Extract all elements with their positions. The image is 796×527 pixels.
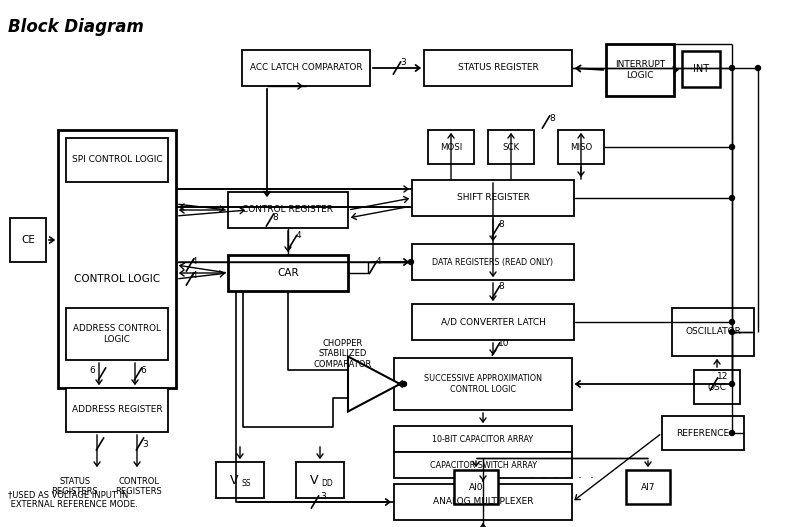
Bar: [394, 452, 572, 478]
Bar: [412, 180, 574, 216]
Text: DATA REGISTERS (READ ONLY): DATA REGISTERS (READ ONLY): [432, 258, 553, 267]
Text: 8: 8: [498, 282, 504, 291]
Bar: [66, 138, 168, 182]
Bar: [394, 358, 572, 410]
Bar: [424, 50, 572, 86]
Circle shape: [729, 431, 735, 435]
Text: ANALOG MULTIPLEXER: ANALOG MULTIPLEXER: [433, 497, 533, 506]
Bar: [682, 51, 720, 87]
Text: MOSI: MOSI: [440, 142, 462, 151]
Bar: [694, 370, 740, 404]
Text: 8: 8: [549, 114, 555, 123]
Text: 4: 4: [376, 258, 381, 267]
Text: ADDRESS REGISTER: ADDRESS REGISTER: [72, 405, 162, 415]
Text: CONTROL LOGIC: CONTROL LOGIC: [74, 274, 160, 284]
Text: 3: 3: [320, 492, 326, 501]
Bar: [242, 50, 370, 86]
Text: CONTROL
REGISTERS: CONTROL REGISTERS: [115, 477, 162, 496]
Text: STATUS
REGISTERS: STATUS REGISTERS: [52, 477, 99, 496]
Text: Block Diagram: Block Diagram: [8, 18, 144, 36]
Bar: [626, 470, 670, 504]
Bar: [672, 308, 754, 356]
Bar: [66, 308, 168, 360]
Text: 4: 4: [296, 231, 302, 240]
Text: ·  ·  ·  ·  ·  ·: · · · · · ·: [530, 472, 594, 485]
Text: CHOPPER
STABILIZED
COMPARATOR: CHOPPER STABILIZED COMPARATOR: [314, 339, 372, 369]
Text: CONTROL REGISTER: CONTROL REGISTER: [243, 206, 334, 214]
Text: SCK: SCK: [502, 142, 520, 151]
Text: 10: 10: [498, 339, 509, 348]
Text: V: V: [229, 473, 238, 486]
Text: STATUS REGISTER: STATUS REGISTER: [458, 63, 538, 73]
Text: 8: 8: [498, 220, 504, 229]
Bar: [394, 484, 572, 520]
Circle shape: [755, 65, 760, 71]
Bar: [296, 462, 344, 498]
Text: ADDRESS CONTROL
LOGIC: ADDRESS CONTROL LOGIC: [73, 324, 161, 344]
Circle shape: [729, 382, 735, 386]
Circle shape: [408, 259, 413, 265]
Bar: [228, 192, 348, 228]
Text: A/D CONVERTER LATCH: A/D CONVERTER LATCH: [440, 317, 545, 327]
Bar: [662, 416, 744, 450]
Bar: [488, 130, 534, 164]
Text: AI0: AI0: [469, 483, 483, 492]
Text: 12: 12: [717, 372, 728, 381]
Text: 4: 4: [192, 257, 197, 266]
Circle shape: [729, 144, 735, 150]
Text: INT: INT: [693, 64, 709, 74]
Bar: [412, 244, 574, 280]
Text: REFERENCE: REFERENCE: [677, 428, 730, 437]
Text: 10-BIT CAPACITOR ARRAY: 10-BIT CAPACITOR ARRAY: [432, 434, 533, 444]
Text: INTERRUPT
LOGIC: INTERRUPT LOGIC: [615, 60, 665, 80]
Text: V: V: [310, 473, 318, 486]
Text: SPI CONTROL LOGIC: SPI CONTROL LOGIC: [72, 155, 162, 164]
Bar: [58, 130, 176, 388]
Bar: [428, 130, 474, 164]
Circle shape: [729, 319, 735, 325]
Text: CAPACITOR SWITCH ARRAY: CAPACITOR SWITCH ARRAY: [430, 461, 537, 470]
Bar: [228, 255, 348, 291]
Circle shape: [729, 65, 735, 71]
Text: †USED AS VOLTAGE INPUT IN
 EXTERNAL REFERENCE MODE.: †USED AS VOLTAGE INPUT IN EXTERNAL REFER…: [8, 490, 138, 510]
Text: OSCILLATOR: OSCILLATOR: [685, 327, 741, 337]
Text: CE: CE: [21, 235, 35, 245]
Circle shape: [729, 196, 735, 200]
Text: 6: 6: [140, 366, 146, 375]
Text: 4: 4: [192, 271, 197, 280]
Text: MISO: MISO: [570, 142, 592, 151]
Text: ACC LATCH COMPARATOR: ACC LATCH COMPARATOR: [250, 63, 362, 73]
Circle shape: [401, 382, 407, 386]
Text: SHIFT REGISTER: SHIFT REGISTER: [457, 193, 529, 202]
Bar: [558, 130, 604, 164]
Text: SUCCESSIVE APPROXIMATION
CONTROL LOGIC: SUCCESSIVE APPROXIMATION CONTROL LOGIC: [424, 374, 542, 394]
Polygon shape: [348, 356, 400, 412]
Text: OSC: OSC: [708, 383, 727, 392]
Text: SS: SS: [241, 480, 251, 489]
Bar: [10, 218, 46, 262]
Circle shape: [729, 329, 735, 335]
Text: CAR: CAR: [277, 268, 298, 278]
Bar: [216, 462, 264, 498]
Text: 3: 3: [400, 58, 406, 67]
Text: AI7: AI7: [641, 483, 655, 492]
Text: 6: 6: [89, 366, 95, 375]
Bar: [454, 470, 498, 504]
Bar: [394, 426, 572, 452]
Bar: [66, 388, 168, 432]
Text: 3: 3: [142, 440, 148, 449]
Text: DD: DD: [321, 480, 333, 489]
Bar: [412, 304, 574, 340]
Bar: [606, 44, 674, 96]
Text: 8: 8: [272, 213, 278, 222]
